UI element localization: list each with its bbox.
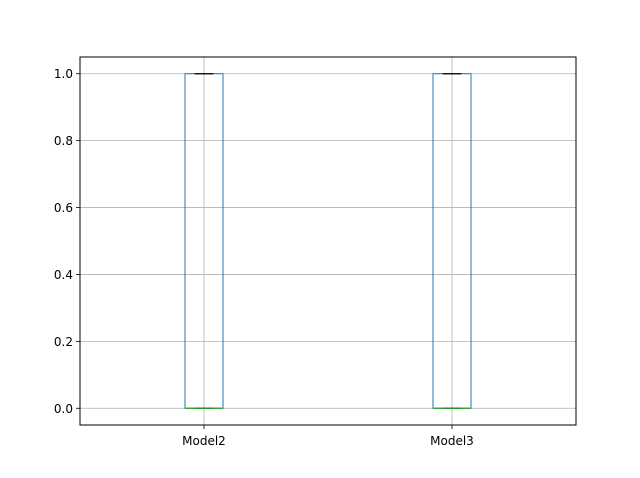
- plot-frame: [79, 56, 577, 426]
- y-tick-label: 0.4: [54, 268, 73, 282]
- y-tick-label: 0.0: [54, 402, 73, 416]
- y-axis-ticks: 0.0 0.2 0.4 0.6 0.8 1.0: [54, 67, 80, 416]
- x-axis-ticks: Model2 Model3: [182, 425, 474, 448]
- boxes: [184, 73, 472, 409]
- box-model2: [184, 73, 224, 409]
- grid-lines: [80, 57, 576, 425]
- y-tick-label: 1.0: [54, 67, 73, 81]
- y-tick-label: 0.2: [54, 335, 73, 349]
- y-tick-label: 0.8: [54, 134, 73, 148]
- y-tick-label: 0.6: [54, 201, 73, 215]
- x-tick-label: Model2: [182, 434, 226, 448]
- box-model3: [432, 73, 472, 409]
- x-tick-label: Model3: [430, 434, 474, 448]
